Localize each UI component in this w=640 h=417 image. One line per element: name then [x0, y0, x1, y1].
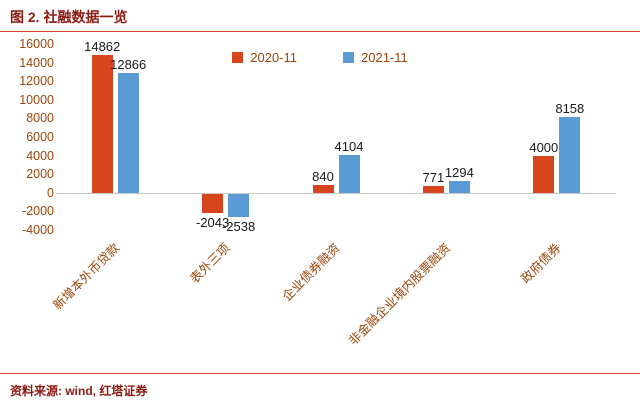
bar-2020-11: [91, 54, 113, 193]
x-category-label: 表外三项: [187, 240, 233, 287]
y-tick-label: 10000: [19, 92, 54, 107]
y-tick-label: 14000: [19, 55, 54, 70]
bar-2020-11: [422, 185, 444, 193]
x-category-label: 非金融企业境内股票融资: [345, 240, 454, 348]
value-label: 12866: [110, 57, 147, 73]
legend-swatch: [232, 52, 244, 63]
value-label: 4104: [334, 138, 364, 154]
chart-legend: 2020-11 2021-11: [0, 50, 640, 65]
bar-2020-11: [312, 184, 334, 193]
y-tick-label: -2000: [22, 204, 54, 219]
bar-2021-11: [117, 73, 139, 193]
value-label: 4000: [529, 139, 559, 155]
source-note: 资料来源: wind, 红塔证券: [10, 384, 148, 398]
y-tick-label: 4000: [26, 148, 54, 163]
y-tick-label: 12000: [19, 74, 54, 89]
bar-2021-11: [228, 193, 250, 218]
legend-item-2021-11: 2021-11: [343, 50, 408, 65]
chart-title: 图 2. 社融数据一览: [10, 9, 128, 25]
x-category-label: 政府债券: [518, 240, 564, 287]
y-axis: 16000 14000 12000 10000 8000 6000 4000 2000 0 -20…: [0, 37, 54, 237]
x-category-label: 新增本外币贷款: [50, 240, 122, 313]
x-category-label: 企业债券融资: [279, 240, 343, 304]
value-label: 8158: [555, 100, 585, 116]
bar-2020-11: [202, 193, 224, 213]
plot-area: 14862 12866 -2043 -2538 840 4104 771 1294 4000 81…: [56, 39, 616, 234]
y-tick-label: 6000: [26, 130, 54, 144]
top-divider: [0, 31, 640, 32]
y-tick-label: 0: [47, 185, 54, 200]
bar-2021-11: [559, 116, 581, 193]
value-label: 14862: [84, 38, 121, 54]
y-tick-label: 2000: [26, 167, 54, 182]
x-axis: 新增本外币贷款 表外三项 企业债券融资 非金融企业境内股票融资 政府债券: [50, 238, 612, 370]
value-label: 771: [422, 169, 445, 185]
value-label: -2538: [221, 219, 256, 235]
bar-2021-11: [338, 154, 360, 193]
legend-label: 2021-11: [361, 50, 408, 65]
y-tick-label: 8000: [26, 111, 54, 126]
y-tick-label: 16000: [19, 37, 54, 51]
value-label: -2043: [195, 214, 230, 230]
legend-item-2020-11: 2020-11: [232, 50, 297, 65]
value-label: 1294: [444, 164, 474, 180]
bar-2020-11: [533, 155, 555, 193]
bottom-divider: [0, 373, 640, 374]
zero-axis-line: [56, 192, 616, 194]
legend-label: 2020-11: [250, 50, 297, 65]
bar-2021-11: [448, 180, 470, 193]
value-label: 840: [312, 168, 334, 184]
legend-swatch: [343, 52, 354, 63]
y-tick-label: -4000: [22, 223, 54, 237]
